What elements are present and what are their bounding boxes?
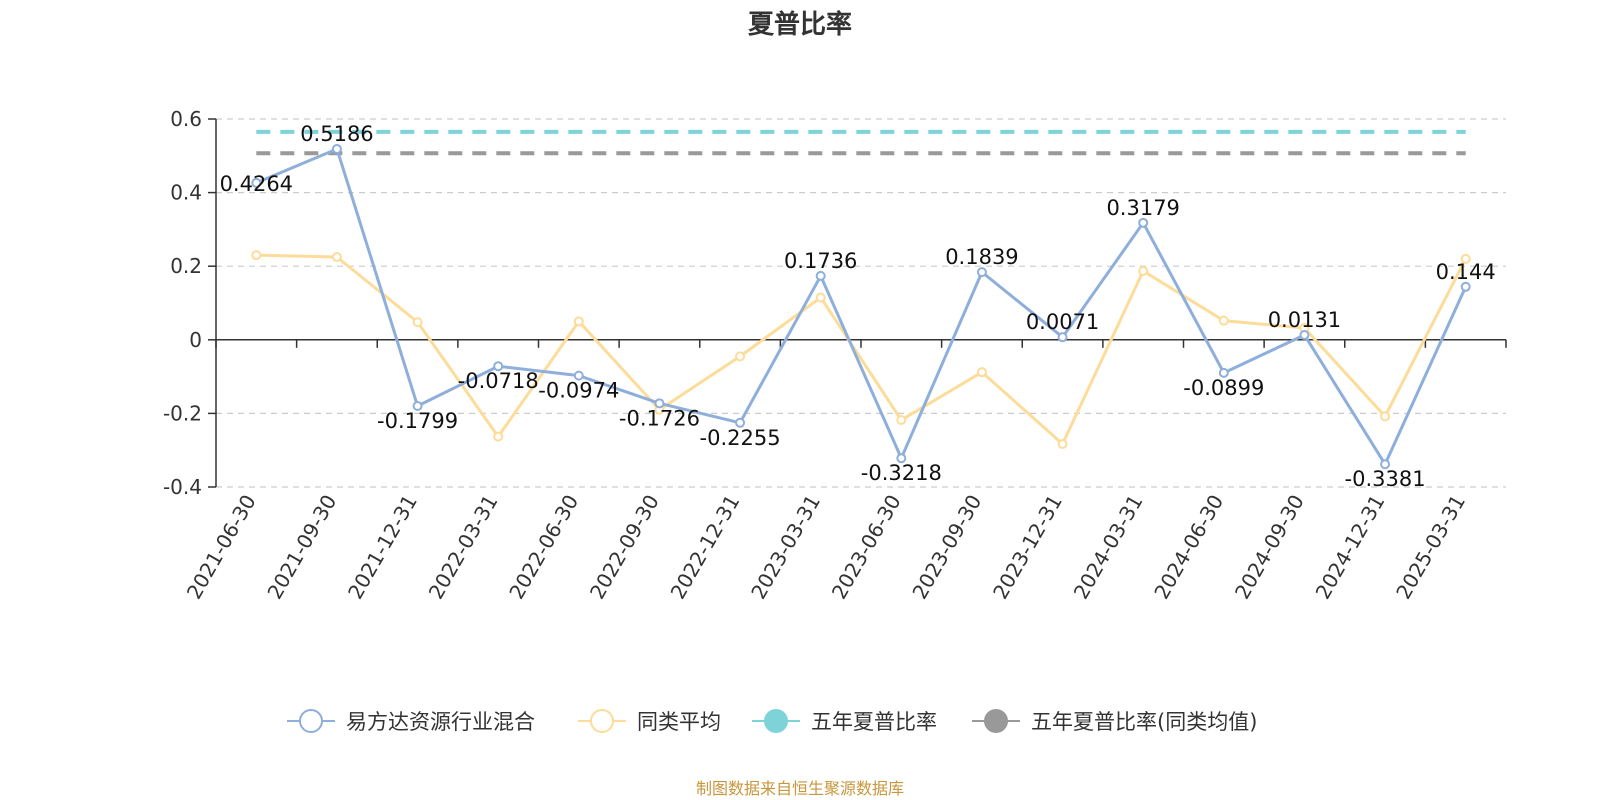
data-label: -0.3381	[1345, 467, 1426, 491]
data-label: -0.1726	[619, 406, 700, 430]
y-tick-label: 0.6	[170, 107, 202, 131]
y-tick-label: -0.2	[163, 401, 202, 425]
x-tick-label: 2022-09-30	[585, 491, 664, 604]
legend-item-1[interactable]: 同类平均	[578, 709, 721, 734]
x-tick-label: 2024-09-30	[1230, 491, 1309, 604]
data-point-0	[251, 177, 262, 188]
legend-label: 易方达资源行业混合	[346, 710, 535, 734]
data-label: 0.1736	[784, 249, 857, 273]
data-point-0	[412, 401, 423, 412]
data-label: 0.4264	[220, 172, 293, 196]
data-label: 0.1839	[945, 245, 1018, 269]
data-point-0	[573, 370, 584, 381]
legend-item-2[interactable]: 五年夏普比率	[752, 709, 937, 734]
data-point-0	[493, 361, 504, 372]
data-point-1	[412, 317, 423, 328]
series-line-1	[256, 253, 1468, 446]
data-point-0	[331, 143, 342, 154]
x-tick-label: 2024-03-31	[1069, 491, 1148, 604]
data-point-1	[1218, 315, 1229, 326]
data-point-1	[251, 250, 262, 261]
data-label: 0.3179	[1106, 196, 1179, 220]
legend-circle-marker	[764, 709, 788, 733]
data-labels: 0.4264 0.5186 -0.1799-0.0718 -0.0974-0.1726…	[220, 122, 1496, 491]
data-point-1	[1057, 438, 1068, 449]
data-label: 0.0131	[1268, 308, 1341, 332]
data-label: -0.1799	[377, 409, 458, 433]
legend-circle-marker	[590, 709, 614, 733]
legend-label: 五年夏普比率	[811, 710, 937, 734]
x-tick-label: 2023-06-30	[827, 491, 906, 604]
data-point-1	[896, 415, 907, 426]
data-point-0	[815, 270, 826, 281]
data-label: -0.2255	[700, 426, 781, 450]
x-tick-label: 2023-09-30	[907, 491, 986, 604]
x-tick-label: 2025-03-31	[1391, 491, 1470, 604]
y-tick-label: 0.2	[170, 254, 202, 278]
x-tick-label: 2024-12-31	[1310, 491, 1389, 604]
data-point-0	[1218, 367, 1229, 378]
data-point-0	[896, 453, 907, 464]
data-point-1	[493, 431, 504, 442]
data-label: -0.0718	[458, 369, 539, 393]
x-tick-label: 2021-09-30	[262, 491, 341, 604]
data-label: -0.3218	[861, 461, 942, 485]
legend[interactable]: 易方达资源行业混合 同类平均 五年夏普比率 五年夏普比率(同类均值)	[287, 709, 1257, 734]
x-tick-label: 2022-12-31	[665, 491, 744, 604]
x-tick-label: 2022-03-31	[424, 491, 503, 604]
data-label: -0.0974	[538, 379, 619, 403]
x-tick-label: 2021-06-30	[182, 491, 261, 604]
data-point-0	[976, 267, 987, 278]
data-point-0	[735, 417, 746, 428]
series-line-0	[255, 147, 1468, 466]
legend-circle-marker	[984, 709, 1008, 733]
reference-lines	[256, 129, 1466, 156]
data-label: 0.5186	[300, 122, 373, 146]
data-point-0	[1057, 332, 1068, 343]
y-tick-label: -0.4	[163, 475, 202, 499]
series-lines	[251, 143, 1471, 470]
data-point-1	[331, 252, 342, 262]
grid-layer	[216, 118, 1506, 488]
x-tick-label: 2023-12-31	[988, 491, 1067, 604]
data-point-1	[1380, 411, 1391, 422]
data-point-1	[1460, 253, 1471, 264]
x-tick-label: 2021-12-31	[343, 491, 422, 604]
source-note: 制图数据来自恒生聚源数据库	[696, 779, 904, 798]
data-point-1	[573, 316, 584, 327]
chart-title: 夏普比率	[748, 9, 852, 40]
x-tick-label: 2022-06-30	[504, 491, 583, 604]
legend-item-0[interactable]: 易方达资源行业混合	[287, 709, 535, 734]
data-point-1	[976, 367, 987, 378]
y-tick-label: 0.4	[170, 181, 202, 205]
data-label: -0.0899	[1183, 376, 1264, 400]
y-tick-label: 0	[189, 328, 202, 352]
data-point-0	[1460, 281, 1471, 292]
data-point-1	[735, 351, 746, 362]
legend-label: 同类平均	[637, 710, 721, 734]
data-point-0	[654, 398, 665, 409]
x-tick-label: 2023-03-31	[746, 491, 825, 604]
data-point-0	[1380, 459, 1391, 470]
data-point-1	[1138, 265, 1149, 276]
legend-item-3[interactable]: 五年夏普比率(同类均值)	[972, 709, 1257, 734]
data-label: 0.144	[1436, 260, 1496, 284]
legend-label: 五年夏普比率(同类均值)	[1031, 710, 1257, 734]
data-point-0	[1299, 329, 1310, 340]
data-label: 0.0071	[1026, 310, 1099, 334]
legend-circle-marker	[299, 709, 323, 733]
data-point-1	[815, 292, 826, 303]
x-tick-label: 2024-06-30	[1149, 491, 1228, 604]
data-point-0	[1138, 217, 1149, 228]
